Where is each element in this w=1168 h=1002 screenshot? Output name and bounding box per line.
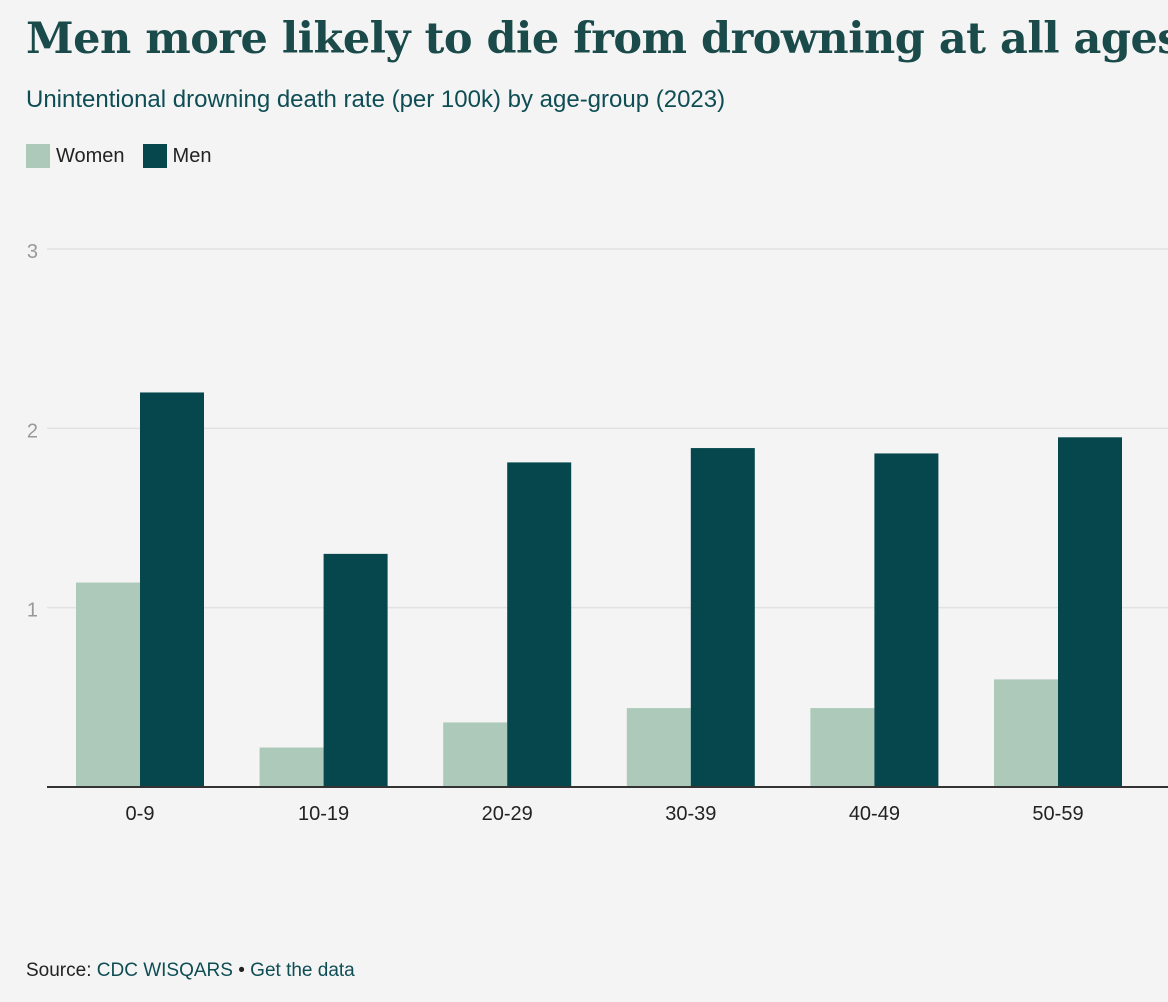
bar-men-10-19 [323, 553, 388, 787]
legend-item-men: Men [142, 144, 212, 168]
y-tick-label: 3 [27, 241, 38, 263]
bar-men-50-59 [1058, 437, 1122, 787]
legend-swatch-women [26, 144, 50, 168]
x-tick-label: 20-29 [482, 803, 533, 825]
legend: Women Men [26, 144, 211, 168]
bar-men-30-39 [690, 448, 755, 787]
chart-title: Men more likely to die from drowning at … [26, 14, 1168, 64]
y-tick-label: 2 [27, 420, 38, 442]
legend-label-men: Men [172, 144, 212, 167]
get-the-data-link[interactable]: Get the data [250, 960, 355, 981]
source-prefix: Source: [26, 960, 97, 981]
y-tick-label: 1 [27, 600, 38, 622]
chart-subtitle: Unintentional drowning death rate (per 1… [26, 86, 726, 113]
x-tick-label: 0-9 [126, 803, 155, 825]
axes: 1 2 3 0-9 10-19 20-29 30-39 40-49 50-59 [27, 241, 1168, 825]
x-tick-label: 10-19 [298, 803, 349, 825]
gridlines [47, 248, 1168, 609]
x-tick-label: 40-49 [849, 803, 900, 825]
bar-women-0-9 [76, 582, 140, 787]
bars [76, 392, 1122, 787]
bar-women-40-49 [810, 708, 875, 787]
legend-label-women: Women [56, 144, 125, 167]
x-tick-label: 30-39 [665, 803, 716, 825]
bar-women-20-29 [443, 722, 508, 787]
source-line: Source: CDC WISQARS • Get the data [26, 960, 355, 982]
bar-women-10-19 [259, 747, 324, 787]
bar-men-40-49 [874, 453, 939, 787]
source-separator: • [232, 960, 251, 981]
legend-swatch-men [142, 144, 167, 168]
bar-women-50-59 [994, 679, 1058, 787]
bar-men-20-29 [507, 462, 572, 787]
bar-men-0-9 [140, 392, 204, 787]
source-link[interactable]: CDC WISQARS [96, 960, 233, 981]
x-tick-label: 50-59 [1032, 803, 1083, 825]
legend-item-women: Women [26, 144, 125, 168]
bar-women-30-39 [626, 708, 691, 787]
